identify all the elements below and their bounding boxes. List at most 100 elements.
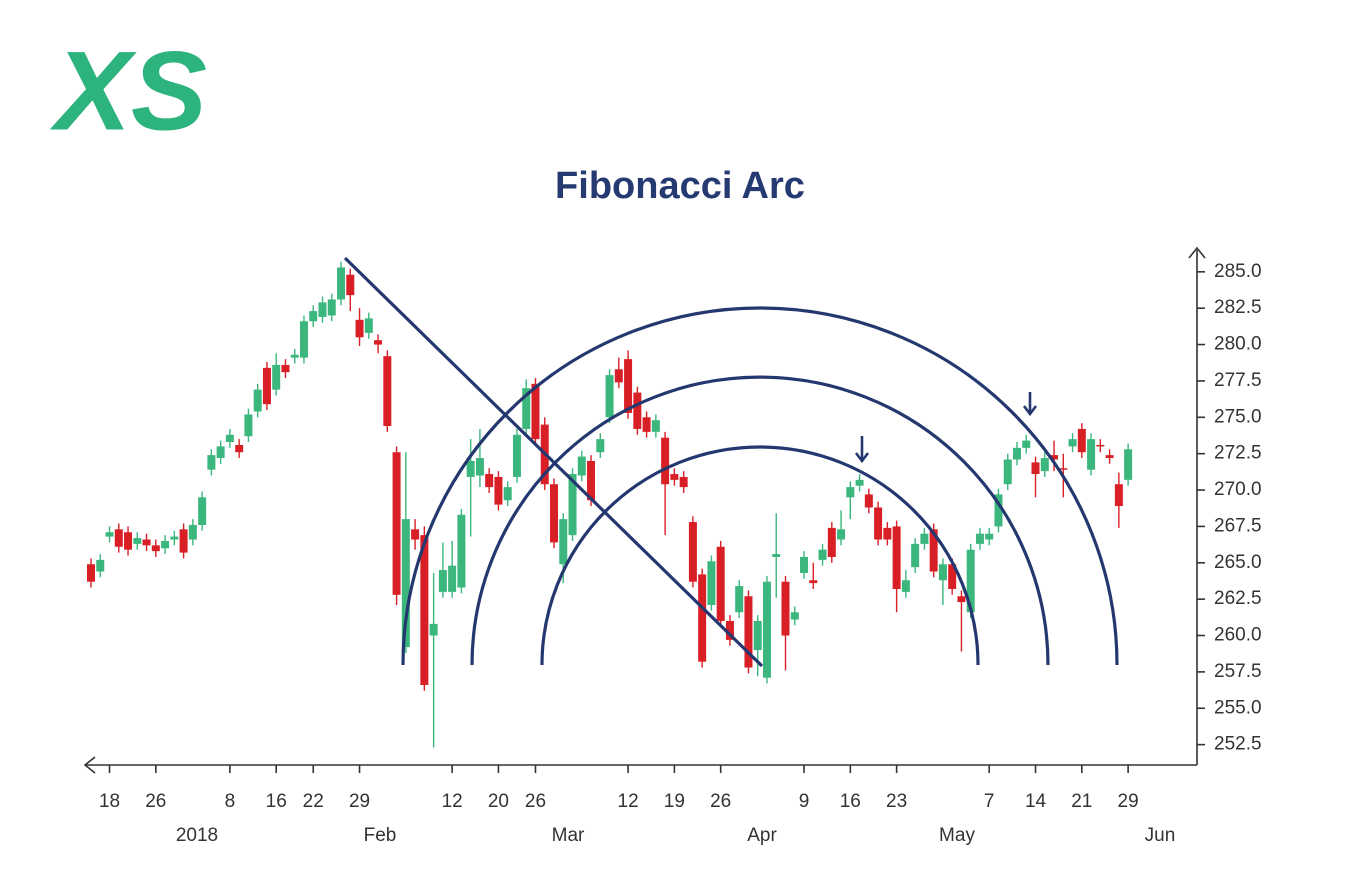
x-tick-label: 9 xyxy=(799,791,810,812)
candle-body xyxy=(448,565,457,592)
candle-body xyxy=(281,364,290,373)
x-tick-label: 12 xyxy=(442,791,463,812)
candle-body xyxy=(670,474,679,480)
candle-body xyxy=(920,533,929,544)
trend-line xyxy=(343,256,764,668)
candle-body xyxy=(253,389,262,412)
candle-body xyxy=(401,519,410,648)
candle-body xyxy=(772,554,781,557)
y-tick-label: 282.5 xyxy=(1214,297,1262,318)
y-tick-label: 272.5 xyxy=(1214,443,1262,464)
x-group-label: Apr xyxy=(747,825,777,846)
x-tick-label: 22 xyxy=(303,791,324,812)
y-tick-label: 285.0 xyxy=(1214,261,1262,282)
candle-body xyxy=(781,581,790,636)
x-group-label: Feb xyxy=(364,825,397,846)
candle-body xyxy=(901,580,910,592)
candle-body xyxy=(262,367,271,405)
y-tick-label: 260.0 xyxy=(1214,625,1262,646)
candle-body xyxy=(1124,449,1133,480)
candle-body xyxy=(753,620,762,651)
plot-area xyxy=(87,261,1133,748)
y-tick-label: 252.5 xyxy=(1214,734,1262,755)
candle-body xyxy=(1022,440,1031,448)
arc-inner xyxy=(540,445,980,666)
candle-body xyxy=(170,536,179,540)
candle-body xyxy=(624,359,633,413)
candle-body xyxy=(299,321,308,358)
x-tick-label: 23 xyxy=(886,791,907,812)
candle-body xyxy=(809,580,818,584)
x-tick-label: 16 xyxy=(840,791,861,812)
arrow-head xyxy=(1022,405,1038,417)
candle-body xyxy=(725,620,734,640)
candle-body xyxy=(883,527,892,540)
candle-body xyxy=(411,529,420,540)
candle-body xyxy=(707,561,716,605)
candle-body xyxy=(938,564,947,581)
candle-body xyxy=(1040,458,1049,472)
candle-body xyxy=(346,274,355,296)
candle-body xyxy=(87,564,95,582)
x-tick-label: 7 xyxy=(984,791,995,812)
x-tick-label: 16 xyxy=(266,791,287,812)
x-group-label: Mar xyxy=(552,825,585,846)
x-axis-arrow xyxy=(83,756,96,774)
candle-body xyxy=(975,533,984,544)
x-tick-label: 8 xyxy=(225,791,236,812)
candle-body xyxy=(503,487,512,501)
candle-body xyxy=(744,596,753,668)
candle-body xyxy=(633,392,642,429)
candle-body xyxy=(818,549,827,560)
candle-body xyxy=(318,302,327,317)
candle-body xyxy=(1059,468,1068,470)
candle-body xyxy=(661,437,670,485)
candle-body xyxy=(985,533,994,540)
candle-body xyxy=(179,529,188,553)
candle-body xyxy=(531,383,540,440)
x-tick-label: 18 xyxy=(99,791,120,812)
candle-body xyxy=(1105,455,1114,459)
candle-body xyxy=(216,446,225,459)
candle-body xyxy=(1068,439,1077,447)
y-tick-label: 265.0 xyxy=(1214,552,1262,573)
candle-body xyxy=(1077,428,1086,453)
x-group-label: Jun xyxy=(1145,825,1176,846)
candle-body xyxy=(512,434,521,477)
candle-body xyxy=(290,354,299,358)
candle-body xyxy=(762,581,771,678)
x-tick-label: 21 xyxy=(1071,791,1092,812)
x-tick-label: 26 xyxy=(525,791,546,812)
arrows xyxy=(854,392,1038,464)
candle-body xyxy=(235,444,244,453)
candle-body xyxy=(568,474,577,536)
x-tick-label: 19 xyxy=(664,791,685,812)
fibonacci-arcs xyxy=(343,256,1119,668)
candle-body xyxy=(133,538,142,544)
arrow-head xyxy=(854,452,870,464)
candle-body xyxy=(642,417,651,432)
x-tick-label: 20 xyxy=(488,791,509,812)
candle-body xyxy=(272,364,281,390)
x-group-label: May xyxy=(939,825,975,846)
candle-body xyxy=(438,570,447,592)
candle-body xyxy=(605,375,614,418)
candle-body xyxy=(948,564,957,589)
candle-body xyxy=(244,414,253,437)
candle-body xyxy=(1114,484,1123,507)
candle-body xyxy=(855,479,864,486)
candle-body xyxy=(309,311,318,322)
candle-body xyxy=(577,456,586,476)
candle-body xyxy=(651,420,660,432)
candle-body xyxy=(614,369,623,383)
candle-body xyxy=(429,623,438,636)
candle-body xyxy=(688,522,697,582)
candle-body xyxy=(846,487,855,498)
candle-body xyxy=(124,532,133,550)
candle-body xyxy=(466,460,475,477)
candle-body xyxy=(1096,444,1105,447)
candle-body xyxy=(864,494,873,508)
x-tick-label: 26 xyxy=(710,791,731,812)
candle-body xyxy=(1050,455,1059,460)
